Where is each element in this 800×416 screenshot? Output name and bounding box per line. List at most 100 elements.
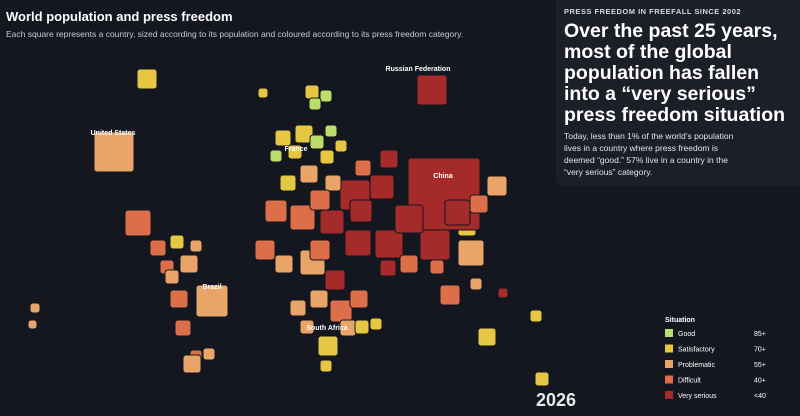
country-square <box>149 239 167 257</box>
legend-range: 40+ <box>754 378 766 385</box>
legend-range: 55+ <box>754 362 766 369</box>
country-square <box>254 239 276 261</box>
country-square <box>319 89 333 103</box>
country-square <box>419 229 451 261</box>
country-square <box>529 309 543 323</box>
country-square <box>29 302 41 314</box>
country-square <box>374 229 404 259</box>
country-square <box>164 269 180 285</box>
legend-title: Situation <box>665 317 695 324</box>
country-square <box>169 234 185 250</box>
country-square <box>349 199 373 223</box>
country-square <box>309 134 325 150</box>
country-square <box>354 159 372 177</box>
country-square <box>179 254 199 274</box>
country-square <box>469 277 483 291</box>
country-square <box>202 347 216 361</box>
country-square <box>324 174 342 192</box>
body-text: Today, less than 1% of the world’s popul… <box>564 131 734 177</box>
country-square <box>429 259 445 275</box>
country-square <box>269 149 283 163</box>
country-square <box>274 254 294 274</box>
country-square <box>444 199 471 226</box>
legend-label: Good <box>678 331 695 338</box>
country-square <box>299 164 319 184</box>
legend-label: Very serious <box>678 393 717 400</box>
country-square <box>299 319 315 335</box>
country-square <box>369 174 395 200</box>
country-square <box>344 229 372 257</box>
country-label: South Africa <box>306 325 347 332</box>
country-square <box>486 175 508 197</box>
kicker: PRESS FREEDOM IN FREEFALL SINCE 2002 <box>564 7 742 16</box>
country-square <box>294 124 314 144</box>
country-square <box>439 284 461 306</box>
country-label: Russian Federation <box>386 66 451 73</box>
legend-swatch <box>665 329 673 337</box>
country-square <box>379 259 397 277</box>
country-square <box>349 289 369 309</box>
country-square <box>174 319 192 337</box>
country-square <box>319 149 335 165</box>
country-square <box>416 74 448 106</box>
country-square <box>319 209 345 235</box>
legend-swatch <box>665 375 673 384</box>
country-square <box>274 129 292 147</box>
country-square <box>279 174 297 192</box>
country-square <box>308 97 322 111</box>
year: 2026 <box>536 390 577 410</box>
legend-label: Satisfactory <box>678 347 715 354</box>
country-square <box>309 189 331 211</box>
legend-label: Problematic <box>678 362 715 369</box>
legend-range: <40 <box>754 393 766 400</box>
country-square <box>334 139 348 153</box>
legend-label: Difficult <box>678 378 701 385</box>
country-square <box>309 239 331 261</box>
country-square <box>257 87 269 99</box>
country-square <box>399 254 419 274</box>
country-square <box>93 131 135 173</box>
country-square <box>477 327 497 347</box>
country-square <box>189 239 203 253</box>
country-label: China <box>433 173 453 180</box>
country-square <box>369 317 383 331</box>
country-square <box>379 149 399 169</box>
country-square <box>169 289 189 309</box>
country-label: United States <box>91 130 136 137</box>
country-square <box>354 319 370 335</box>
country-square <box>329 299 353 323</box>
country-square <box>317 335 339 357</box>
country-square <box>457 239 485 267</box>
country-square <box>469 194 489 214</box>
country-square <box>264 199 288 223</box>
country-square <box>27 319 38 330</box>
title: World population and press freedom <box>6 9 233 24</box>
country-label: Brazil <box>202 284 221 291</box>
country-square <box>309 289 329 309</box>
country-square <box>319 359 333 373</box>
country-square <box>534 371 550 387</box>
legend-range: 70+ <box>754 347 766 354</box>
country-square <box>195 284 229 318</box>
country-square <box>136 68 158 90</box>
headline: Over the past 25 years, most of the glob… <box>564 20 786 126</box>
legend-swatch <box>665 360 673 368</box>
legend-swatch <box>665 391 673 399</box>
country-square <box>304 84 320 100</box>
subtitle: Each square represents a country, sized … <box>6 29 464 39</box>
country-square <box>289 299 307 317</box>
story-panel: PRESS FREEDOM IN FREEFALL SINCE 2002 Ove… <box>556 0 800 186</box>
legend-range: 85+ <box>754 331 766 338</box>
country-square <box>182 354 202 374</box>
country-square <box>324 269 346 291</box>
country-label: France <box>285 146 308 153</box>
legend-swatch <box>665 344 673 353</box>
country-square <box>497 287 509 299</box>
country-square <box>124 209 152 237</box>
country-square <box>289 204 316 231</box>
country-square <box>394 204 424 234</box>
country-square <box>324 124 338 138</box>
country-square <box>287 144 303 160</box>
